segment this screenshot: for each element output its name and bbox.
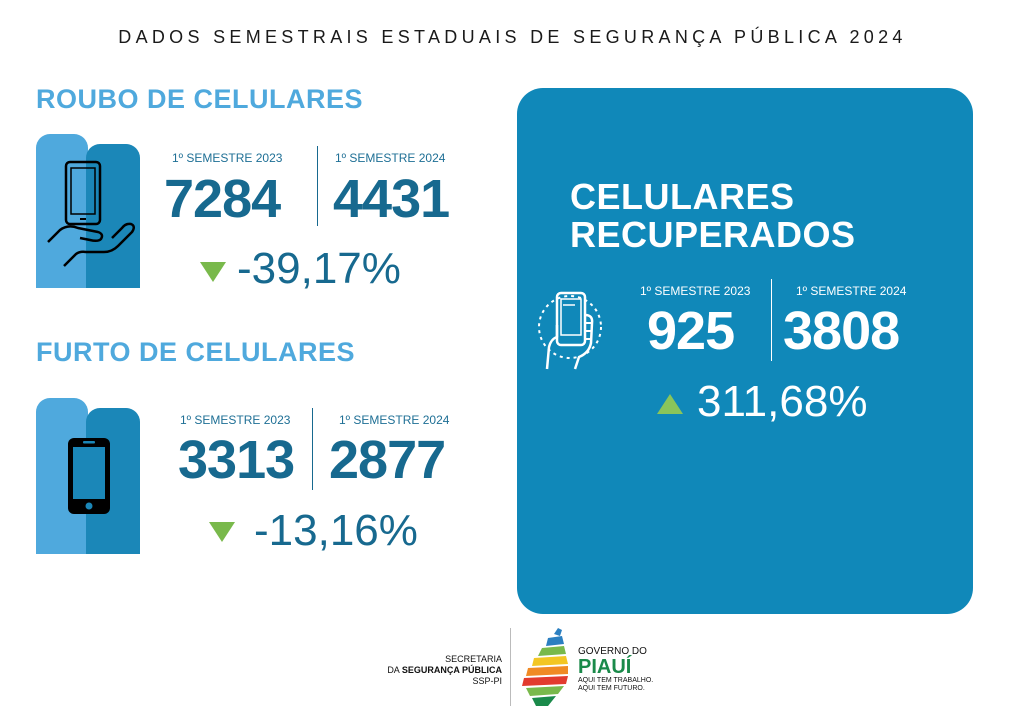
piaui-map-logo-icon [522,628,568,706]
recuperados-title-line1: CELULARES [570,176,795,217]
furto-label-2024: 1º SEMESTRE 2024 [339,413,450,427]
furto-value-2023: 3313 [178,430,295,490]
up-arrow-icon [657,394,683,414]
down-arrow-icon [209,522,235,542]
recuperados-change: 311,68% [697,377,868,426]
furto-change: -13,16% [254,506,418,555]
gov-line2: PIAUÍ [578,656,632,678]
gov-line4: AQUI TEM FUTURO. [578,685,645,692]
footer-divider [510,628,511,706]
roubo-divider [317,146,318,226]
recuperados-divider [771,279,772,361]
ssp-line1: SECRETARIA [445,654,502,664]
furto-value-2024: 2877 [329,430,446,490]
hand-holding-phone-icon [538,291,602,370]
ssp-logo-text: SECRETARIA DA SEGURANÇA PÚBLICA SSP-PI [372,654,502,687]
down-arrow-icon [200,262,226,282]
roubo-value-2023: 7284 [164,169,281,229]
page-header: DADOS SEMESTRAIS ESTADUAIS DE SEGURANÇA … [118,27,907,47]
recuperados-value-2024: 3808 [783,301,900,361]
furto-divider [312,408,313,490]
furto-icon-block [36,398,140,554]
roubo-icon-block [36,134,140,288]
gov-line1: GOVERNO DO [578,646,647,657]
roubo-change: -39,17% [237,244,401,293]
phone-in-hand-icon [47,160,135,267]
gov-line3: AQUI TEM TRABALHO. [578,677,654,684]
ssp-line3: SSP-PI [472,676,502,686]
roubo-label-2024: 1º SEMESTRE 2024 [335,151,446,165]
furto-label-2023: 1º SEMESTRE 2023 [180,413,291,427]
recuperados-label-2024: 1º SEMESTRE 2024 [796,284,907,298]
roubo-title: ROUBO DE CELULARES [36,84,364,114]
recuperados-label-2023: 1º SEMESTRE 2023 [640,284,751,298]
roubo-value-2024: 4431 [333,169,450,229]
gov-logo-text: GOVERNO DO PIAUÍ AQUI TEM TRABALHO. AQUI… [578,646,653,693]
roubo-label-2023: 1º SEMESTRE 2023 [172,151,283,165]
recuperados-value-2023: 925 [647,301,735,361]
phone-icon [68,438,110,514]
furto-title: FURTO DE CELULARES [36,337,356,367]
recuperados-title-line2: RECUPERADOS [570,214,856,255]
ssp-line2: DA SEGURANÇA PÚBLICA [387,665,502,675]
recuperados-panel [517,88,973,614]
